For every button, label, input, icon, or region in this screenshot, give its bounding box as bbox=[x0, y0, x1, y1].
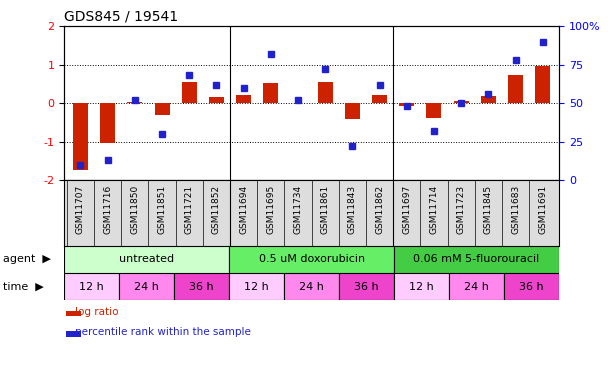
Bar bbox=[155, 103, 169, 116]
Text: GSM11861: GSM11861 bbox=[321, 185, 330, 234]
Bar bbox=[284, 273, 339, 300]
Text: 36 h: 36 h bbox=[189, 282, 214, 292]
Bar bbox=[449, 273, 504, 300]
Text: agent  ▶: agent ▶ bbox=[3, 254, 51, 264]
Text: GSM11734: GSM11734 bbox=[293, 185, 302, 234]
Bar bbox=[508, 75, 523, 103]
Bar bbox=[426, 103, 442, 118]
Bar bbox=[504, 273, 559, 300]
Bar bbox=[400, 103, 414, 106]
Text: untreated: untreated bbox=[119, 254, 174, 264]
Text: GSM11707: GSM11707 bbox=[76, 185, 85, 234]
Bar bbox=[318, 82, 332, 103]
Bar bbox=[394, 273, 449, 300]
Text: GSM11694: GSM11694 bbox=[239, 185, 248, 234]
Bar bbox=[127, 102, 142, 103]
Text: GSM11843: GSM11843 bbox=[348, 185, 357, 234]
Bar bbox=[481, 96, 496, 103]
Text: GDS845 / 19541: GDS845 / 19541 bbox=[64, 9, 178, 23]
Text: GSM11697: GSM11697 bbox=[402, 185, 411, 234]
Text: GSM11716: GSM11716 bbox=[103, 185, 112, 234]
Text: 12 h: 12 h bbox=[79, 282, 104, 292]
Text: GSM11862: GSM11862 bbox=[375, 185, 384, 234]
Text: log ratio: log ratio bbox=[75, 307, 119, 316]
Bar bbox=[454, 101, 469, 103]
Bar bbox=[64, 273, 119, 300]
Bar bbox=[229, 273, 284, 300]
Text: GSM11695: GSM11695 bbox=[266, 185, 276, 234]
Bar bbox=[64, 246, 229, 273]
Text: GSM11691: GSM11691 bbox=[538, 185, 547, 234]
Bar bbox=[66, 310, 81, 316]
Text: 36 h: 36 h bbox=[519, 282, 544, 292]
Bar bbox=[209, 98, 224, 103]
Text: 36 h: 36 h bbox=[354, 282, 379, 292]
Bar bbox=[339, 273, 394, 300]
Text: GSM11723: GSM11723 bbox=[456, 185, 466, 234]
Text: time  ▶: time ▶ bbox=[3, 282, 44, 292]
Text: 24 h: 24 h bbox=[134, 282, 159, 292]
Text: GSM11845: GSM11845 bbox=[484, 185, 493, 234]
Text: percentile rank within the sample: percentile rank within the sample bbox=[75, 327, 251, 337]
Text: 24 h: 24 h bbox=[464, 282, 489, 292]
Bar bbox=[174, 273, 229, 300]
Bar bbox=[372, 94, 387, 103]
Text: GSM11852: GSM11852 bbox=[212, 185, 221, 234]
Text: 24 h: 24 h bbox=[299, 282, 324, 292]
Bar bbox=[394, 246, 559, 273]
Bar bbox=[229, 246, 394, 273]
Bar bbox=[345, 103, 360, 119]
Text: 0.06 mM 5-fluorouracil: 0.06 mM 5-fluorouracil bbox=[414, 254, 540, 264]
Text: GSM11851: GSM11851 bbox=[158, 185, 167, 234]
Bar bbox=[100, 103, 115, 144]
Bar bbox=[535, 66, 551, 103]
Bar bbox=[236, 96, 251, 103]
Bar bbox=[66, 331, 81, 337]
Text: GSM11683: GSM11683 bbox=[511, 185, 520, 234]
Text: GSM11714: GSM11714 bbox=[430, 185, 439, 234]
Text: 12 h: 12 h bbox=[409, 282, 434, 292]
Bar bbox=[119, 273, 174, 300]
Text: GSM11850: GSM11850 bbox=[130, 185, 139, 234]
Bar bbox=[73, 103, 88, 170]
Bar bbox=[263, 83, 278, 103]
Text: 0.5 uM doxorubicin: 0.5 uM doxorubicin bbox=[258, 254, 365, 264]
Text: GSM11721: GSM11721 bbox=[185, 185, 194, 234]
Bar bbox=[181, 82, 197, 103]
Text: 12 h: 12 h bbox=[244, 282, 269, 292]
